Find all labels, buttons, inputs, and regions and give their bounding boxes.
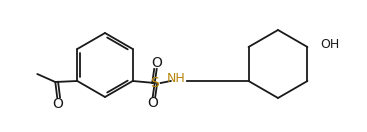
Text: O: O	[52, 97, 63, 111]
Text: OH: OH	[320, 39, 340, 51]
Text: S: S	[150, 76, 159, 90]
Text: NH: NH	[166, 72, 185, 86]
Text: O: O	[151, 56, 162, 70]
Text: O: O	[147, 96, 158, 110]
